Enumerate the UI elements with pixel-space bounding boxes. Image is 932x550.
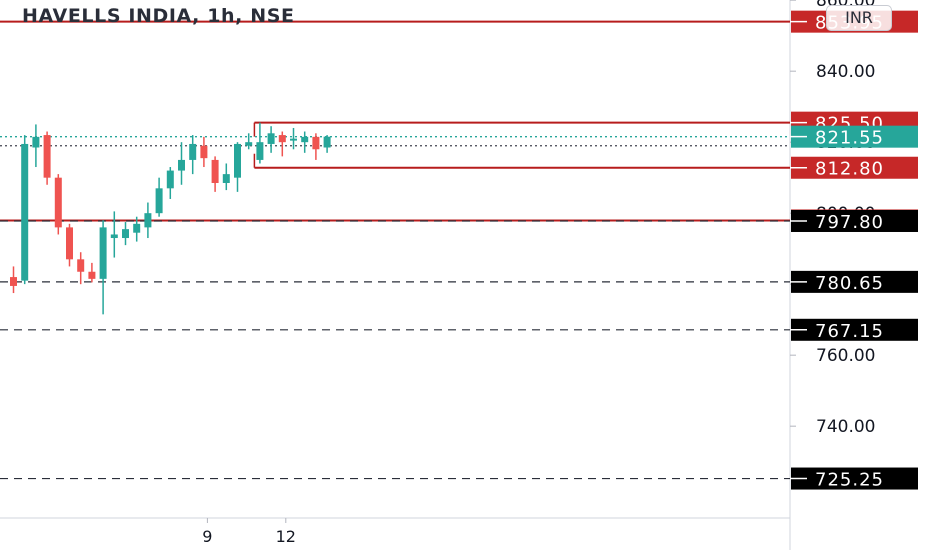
candle-body bbox=[110, 234, 118, 239]
candle-body bbox=[290, 138, 297, 141]
candle-body bbox=[144, 213, 152, 228]
candle-body bbox=[278, 135, 286, 143]
price-tick-label: 740.00 bbox=[816, 417, 875, 437]
current-price-tag-label: 821.55 bbox=[815, 128, 884, 149]
dashed-price-tag-bg bbox=[791, 318, 918, 341]
time-tick-label: 12 bbox=[276, 527, 296, 546]
candle-body bbox=[122, 229, 129, 239]
price-tick-label: 840.00 bbox=[816, 62, 875, 82]
candle-body bbox=[77, 259, 85, 272]
candle-body bbox=[189, 143, 197, 160]
current-price-tag-bg bbox=[791, 125, 918, 148]
candle-body bbox=[21, 143, 29, 281]
candle-body bbox=[54, 177, 62, 228]
candle-body bbox=[32, 136, 40, 148]
candle-body bbox=[10, 277, 17, 286]
candle-body bbox=[166, 170, 174, 189]
candle-body bbox=[133, 223, 141, 233]
candle-body bbox=[155, 188, 163, 214]
dashed-price-tag-bg bbox=[791, 467, 918, 490]
candle-body bbox=[88, 271, 96, 279]
candle-body bbox=[245, 142, 253, 146]
price-tick-label: 760.00 bbox=[816, 346, 875, 366]
candle-body bbox=[99, 227, 107, 279]
candle-body bbox=[267, 133, 275, 144]
candle-body bbox=[256, 142, 264, 160]
candle-body bbox=[178, 159, 185, 171]
time-tick-label: 9 bbox=[202, 527, 212, 546]
currency-button[interactable]: INR bbox=[826, 5, 892, 31]
candle-body bbox=[312, 136, 320, 150]
candle-body bbox=[43, 135, 51, 178]
dashed-price-tag-label: 767.15 bbox=[815, 321, 884, 342]
candle-body bbox=[301, 136, 309, 143]
candle-body bbox=[234, 143, 241, 178]
level-price-tag-label: 812.80 bbox=[815, 159, 884, 180]
dashed-price-tag-bg bbox=[791, 209, 918, 232]
candle-body bbox=[323, 136, 331, 148]
dashed-price-tag-label: 780.65 bbox=[815, 273, 884, 294]
dashed-price-tag-bg bbox=[791, 270, 918, 293]
dashed-price-tag-label: 797.80 bbox=[815, 212, 884, 233]
level-price-tag-bg bbox=[791, 156, 918, 179]
candle-body bbox=[211, 159, 219, 183]
candle-body bbox=[200, 145, 208, 159]
candle-body bbox=[66, 227, 73, 260]
chart-title: HAVELLS INDIA, 1h, NSE bbox=[22, 5, 295, 27]
candle-body bbox=[222, 174, 230, 183]
dashed-price-tag-label: 725.25 bbox=[815, 470, 884, 491]
